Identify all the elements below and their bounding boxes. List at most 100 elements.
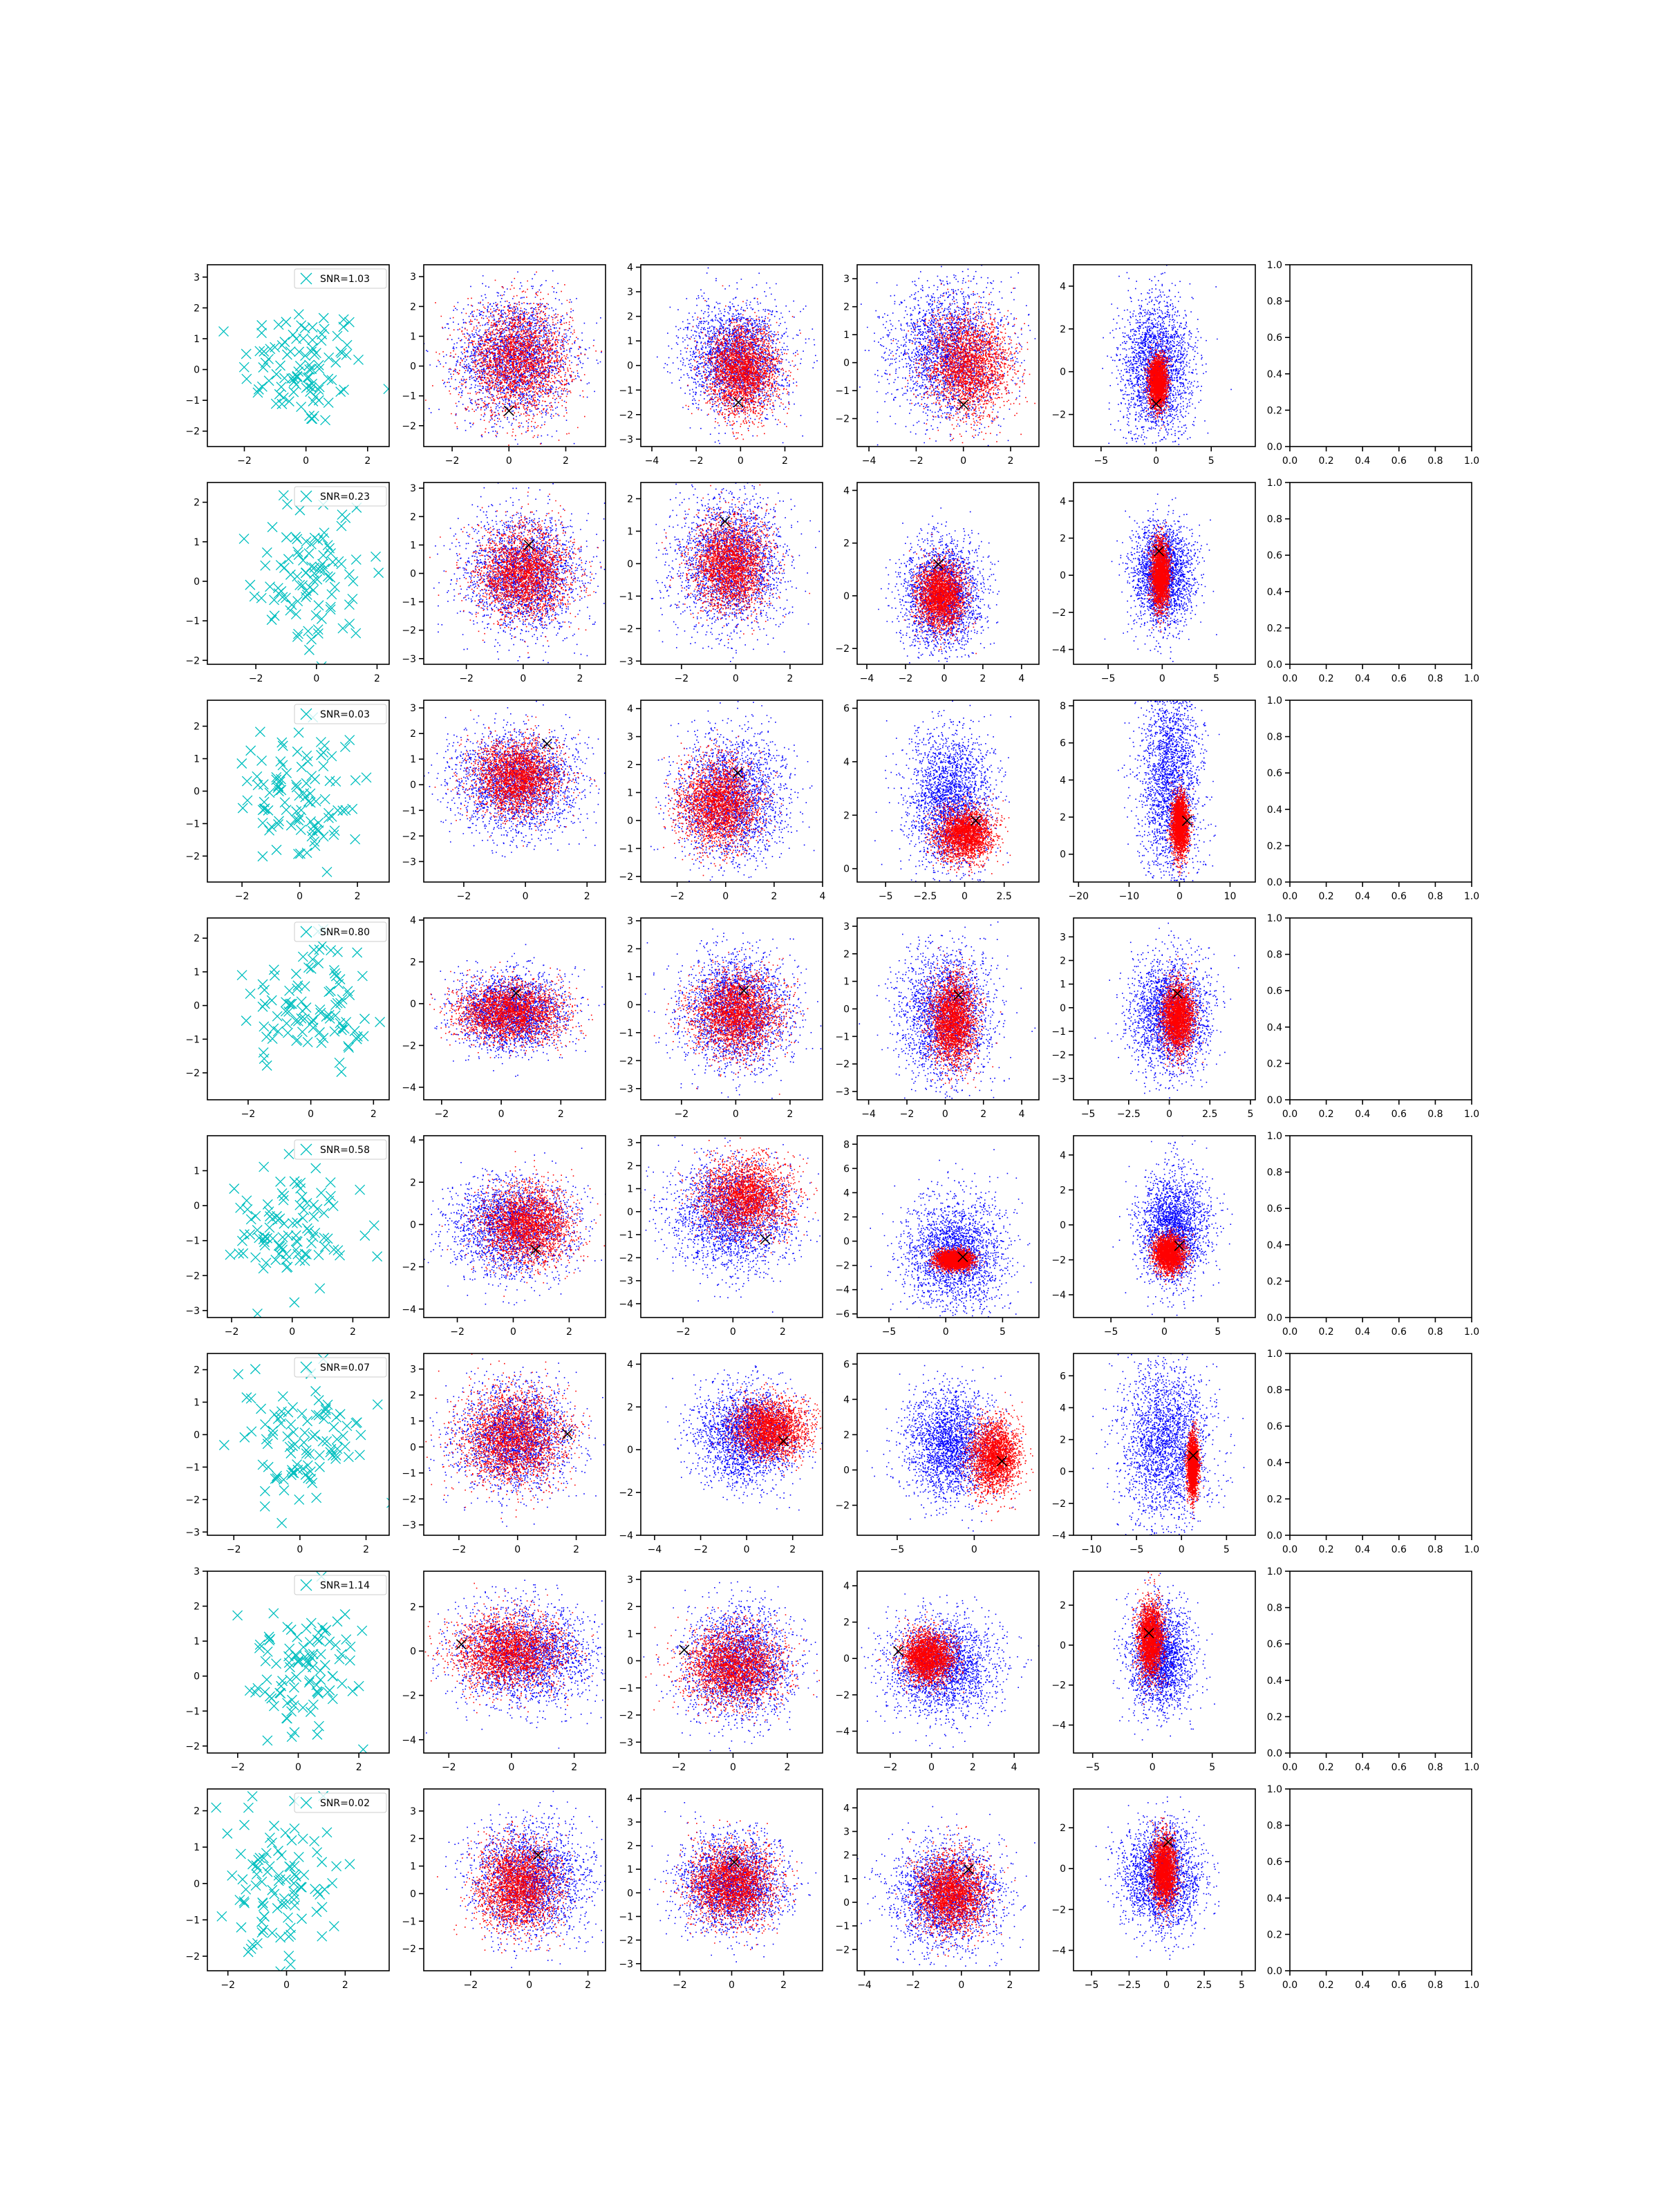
y-tick-label: 1 bbox=[194, 1842, 200, 1853]
y-tick-label: −3 bbox=[835, 1087, 850, 1098]
y-tick-label: 2 bbox=[410, 301, 416, 312]
x-tick-label: 4 bbox=[1011, 1762, 1018, 1773]
y-tick-label: 0 bbox=[410, 1646, 416, 1657]
x-tick-label: 0.8 bbox=[1427, 1980, 1443, 1991]
y-tick-label: 2 bbox=[410, 957, 416, 968]
y-tick-label: −2 bbox=[619, 410, 633, 421]
y-tick-label: −3 bbox=[402, 856, 416, 868]
y-tick-label: 4 bbox=[843, 485, 850, 496]
y-tick-label: 2 bbox=[843, 949, 850, 960]
y-tick-label: 0 bbox=[627, 361, 633, 372]
y-tick-label: 0.8 bbox=[1267, 950, 1282, 961]
x-tick-label: −2 bbox=[883, 1762, 897, 1773]
panel-r8-c6: 0.0 0.2 0.4 0.6 0.8 1.00.00.20.40.60.81.0 bbox=[1267, 1784, 1479, 1991]
x-tick-label: 0 bbox=[523, 891, 529, 902]
panel-r7-c2: −2 0 2−4−202 bbox=[387, 1571, 632, 1773]
x-tick-label: 1.0 bbox=[1464, 673, 1479, 684]
y-tick-label: −1 bbox=[402, 805, 416, 816]
y-tick-label: 0.8 bbox=[1267, 1385, 1282, 1396]
y-tick-label: −1 bbox=[402, 1468, 416, 1479]
x-tick-label: −5 bbox=[1104, 1327, 1118, 1338]
y-tick-label: 2 bbox=[627, 494, 633, 505]
x-tick-label: 0 bbox=[1150, 1762, 1156, 1773]
x-tick-label: 2 bbox=[780, 1980, 787, 1991]
y-tick-label: 2 bbox=[1060, 534, 1066, 545]
x-tick-label: 2 bbox=[785, 1762, 791, 1773]
legend-label: SNR=0.58 bbox=[320, 1145, 370, 1156]
y-tick-label: 2 bbox=[194, 1365, 200, 1376]
legend: SNR=0.03 bbox=[294, 704, 386, 724]
red-points bbox=[435, 710, 597, 847]
x-tick-label: 0.8 bbox=[1427, 1762, 1443, 1773]
blue-points bbox=[409, 1147, 617, 1305]
y-tick-label: 0 bbox=[194, 787, 200, 798]
y-tick-label: −3 bbox=[402, 654, 416, 665]
y-tick-label: 1 bbox=[194, 967, 200, 978]
plot-area bbox=[874, 677, 1011, 919]
y-tick-label: 0 bbox=[194, 577, 200, 588]
legend-label: SNR=1.03 bbox=[320, 274, 370, 285]
x-tick-label: 0 bbox=[283, 1980, 290, 1991]
x-tick-label: 0.6 bbox=[1391, 673, 1407, 684]
y-tick-label: −2 bbox=[402, 1944, 416, 1955]
x-tick-label: 0.0 bbox=[1282, 891, 1297, 902]
x-tick-label: 2 bbox=[363, 1544, 369, 1555]
x-tick-label: −2 bbox=[452, 1544, 467, 1555]
plot-area bbox=[176, 1572, 368, 1754]
y-tick-label: −2 bbox=[185, 1068, 200, 1079]
y-tick-label: −2 bbox=[835, 1059, 850, 1070]
legend-label: SNR=0.80 bbox=[320, 927, 370, 938]
y-tick-label: 8 bbox=[1060, 701, 1066, 712]
x-tick-label: −10 bbox=[1081, 1544, 1102, 1555]
x-tick-label: −2 bbox=[693, 1544, 708, 1555]
blue-points bbox=[846, 242, 1035, 486]
x-tick-label: 0.0 bbox=[1282, 456, 1297, 467]
y-tick-label: 1 bbox=[627, 788, 633, 799]
x-tick-label: −2 bbox=[675, 1109, 689, 1120]
x-tick-label: −5 bbox=[879, 891, 893, 902]
y-tick-label: −2 bbox=[619, 624, 633, 635]
x-tick-label: 2 bbox=[787, 673, 793, 684]
x-tick-label: 2 bbox=[980, 1109, 986, 1120]
x-tick-label: 0.6 bbox=[1391, 1327, 1407, 1338]
x-tick-label: 0.8 bbox=[1427, 1109, 1443, 1120]
y-tick-label: 0 bbox=[194, 1671, 200, 1683]
y-tick-label: 4 bbox=[627, 1794, 633, 1805]
x-tick-label: 1.0 bbox=[1464, 891, 1479, 902]
y-tick-label: 0.2 bbox=[1267, 841, 1282, 852]
x-tick-label: −4 bbox=[648, 1544, 662, 1555]
x-tick-label: −2 bbox=[459, 673, 474, 684]
y-tick-label: 0.8 bbox=[1267, 514, 1282, 525]
panel-r6-c6: 0.0 0.2 0.4 0.6 0.8 1.00.00.20.40.60.81.0 bbox=[1267, 1349, 1479, 1555]
y-tick-label: 3 bbox=[627, 1817, 633, 1828]
y-tick-label: 3 bbox=[627, 287, 633, 298]
y-tick-label: −6 bbox=[835, 1309, 850, 1320]
axes-frame bbox=[641, 1136, 823, 1318]
y-tick-label: 0.8 bbox=[1267, 1168, 1282, 1179]
x-tick-label: −4 bbox=[857, 1980, 872, 1991]
y-tick-label: 4 bbox=[1060, 496, 1066, 507]
y-tick-label: 2 bbox=[1060, 955, 1066, 966]
plot-area bbox=[1096, 1779, 1219, 1960]
plot-area bbox=[859, 896, 1036, 1134]
x-tick-label: −2 bbox=[241, 1109, 256, 1120]
y-tick-label: −1 bbox=[185, 1236, 200, 1247]
plot-area bbox=[237, 713, 371, 877]
panel-r5-c6: 0.0 0.2 0.4 0.6 0.8 1.00.00.20.40.60.81.0 bbox=[1267, 1131, 1479, 1338]
y-tick-label: −4 bbox=[835, 1285, 850, 1296]
y-tick-label: 1 bbox=[843, 1874, 850, 1885]
x-tick-label: 0 bbox=[1166, 1109, 1172, 1120]
plot-area bbox=[422, 1343, 609, 1539]
y-tick-label: 0.4 bbox=[1267, 1893, 1282, 1904]
y-tick-label: 6 bbox=[843, 1163, 850, 1174]
x-tick-label: 0.4 bbox=[1355, 1762, 1370, 1773]
